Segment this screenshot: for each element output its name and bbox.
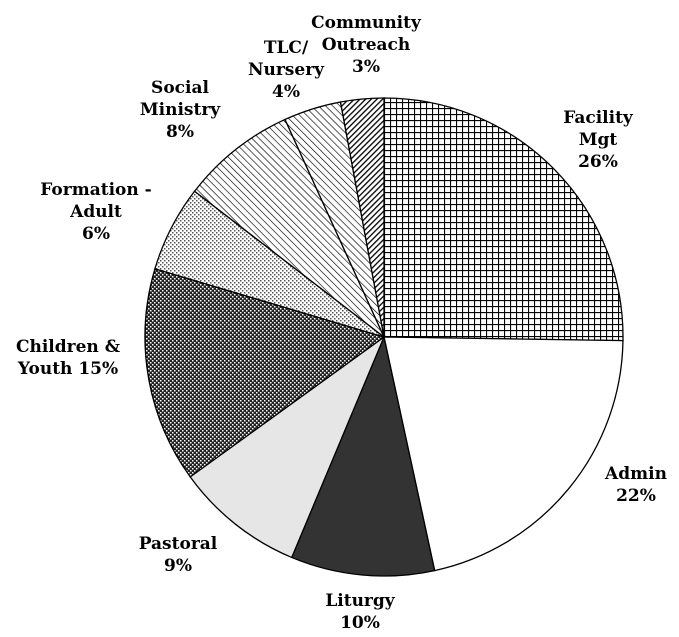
category-label: Community Outreach xyxy=(311,13,421,55)
slice-label: Social Ministry 8% xyxy=(133,77,228,143)
pie-slice xyxy=(290,334,436,577)
pie-slice xyxy=(383,336,624,572)
category-label: Social Ministry xyxy=(139,78,221,120)
slice-label: Admin 22% xyxy=(596,463,676,507)
category-label: Liturgy xyxy=(325,591,395,611)
value-label: 22% xyxy=(616,486,656,506)
value-label: 10% xyxy=(340,613,380,633)
pie-slice xyxy=(193,118,385,338)
slice-label: Community Outreach 3% xyxy=(306,12,426,78)
value-label: 26% xyxy=(578,152,618,172)
pie-slice xyxy=(189,335,386,559)
value-label: 8% xyxy=(166,122,194,142)
value-label: 15% xyxy=(78,359,119,379)
slice-label: Facility Mgt 26% xyxy=(558,107,638,173)
category-label: TLC/ Nursery xyxy=(247,38,325,80)
category-label: Pastoral xyxy=(138,534,218,554)
category-label: Formation - Adult xyxy=(40,180,152,222)
category-label: Admin xyxy=(605,464,667,484)
slice-label: Pastoral 9% xyxy=(123,533,233,577)
category-label: Facility Mgt xyxy=(563,108,633,150)
pie-slice xyxy=(383,97,624,342)
value-label: 3% xyxy=(352,57,380,77)
category-label: Children & Youth xyxy=(15,337,121,379)
value-label: 4% xyxy=(272,82,300,102)
value-label: 9% xyxy=(164,556,192,576)
slice-label: TLC/ Nursery 4% xyxy=(246,37,326,103)
slice-label: Children & Youth 15% xyxy=(6,336,131,380)
value-label: 6% xyxy=(82,224,110,244)
slice-label: Liturgy 10% xyxy=(310,590,410,634)
slice-label: Formation - Adult 6% xyxy=(36,179,156,245)
pie-slice xyxy=(339,97,385,338)
pie-slice xyxy=(144,267,386,478)
